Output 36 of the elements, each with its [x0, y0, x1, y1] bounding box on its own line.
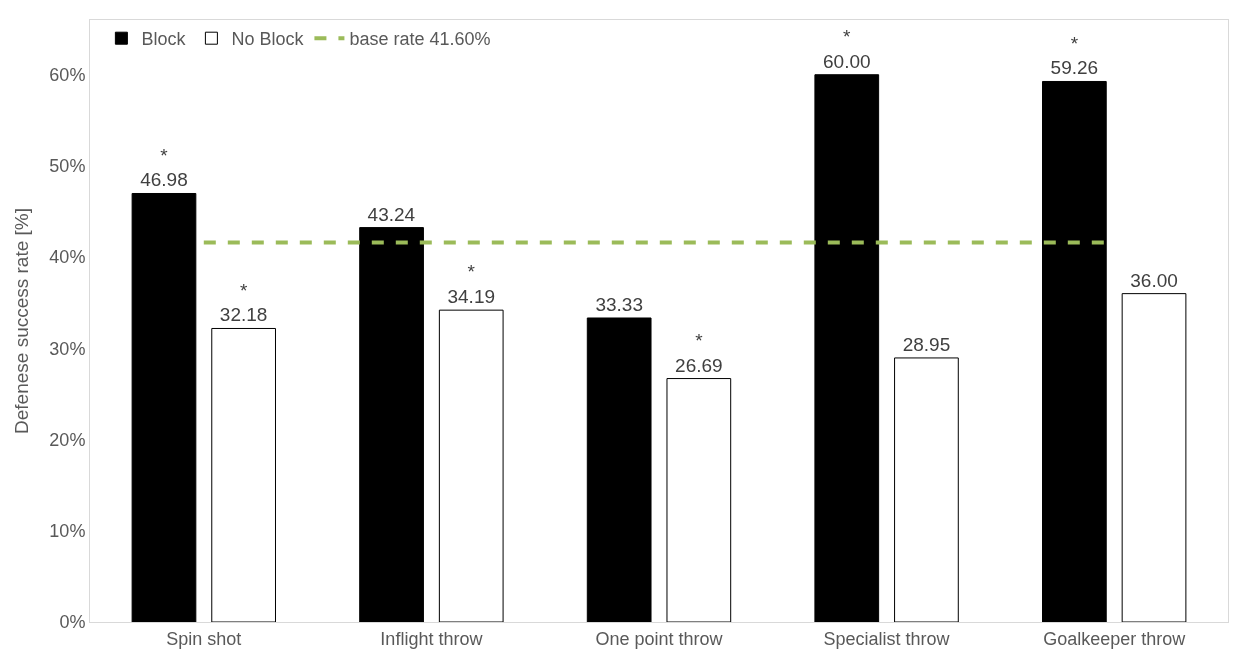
x-tick-label: Inflight throw: [380, 628, 484, 649]
data-label: * 59.26: [1050, 32, 1099, 79]
bar: [131, 192, 197, 622]
x-tick-label: One point throw: [595, 628, 724, 649]
bar: [211, 327, 276, 622]
y-tick-label: 30%: [49, 338, 86, 359]
bar: [438, 309, 504, 622]
data-label: * 32.18: [219, 279, 268, 326]
y-tick-label: 60%: [49, 65, 86, 86]
data-label: * 60.00: [823, 26, 871, 72]
data-label: * 34.19: [447, 261, 495, 308]
data-label: * 46.98: [140, 144, 188, 191]
bar: [666, 378, 732, 622]
data-label: 28.95: [902, 333, 951, 355]
legend-label: No Block: [231, 29, 305, 50]
y-tick-label: 20%: [49, 429, 86, 450]
legend-label: Block: [141, 29, 187, 50]
x-tick-label: Goalkeeper throw: [1043, 628, 1187, 649]
bar: [1042, 80, 1107, 622]
data-label: 36.00: [1130, 269, 1178, 291]
y-tick-label: 10%: [49, 521, 86, 542]
bar: [586, 317, 652, 622]
y-tick-label: 50%: [49, 156, 86, 177]
bar: [894, 357, 959, 622]
bar: [814, 74, 880, 622]
x-tick-label: Specialist throw: [823, 628, 951, 649]
data-label: * 26.69: [675, 329, 723, 376]
y-axis-title: Defenese success rate [%]: [11, 208, 33, 434]
bar: [1121, 293, 1187, 622]
bar: [359, 227, 424, 622]
x-tick-label: Spin shot: [166, 628, 242, 649]
data-label: 33.33: [595, 293, 643, 315]
legend-label: base rate 41.60%: [349, 29, 491, 50]
y-tick-label: 40%: [49, 247, 86, 268]
y-tick-label: 0%: [59, 612, 86, 633]
data-label: 43.24: [367, 203, 416, 225]
